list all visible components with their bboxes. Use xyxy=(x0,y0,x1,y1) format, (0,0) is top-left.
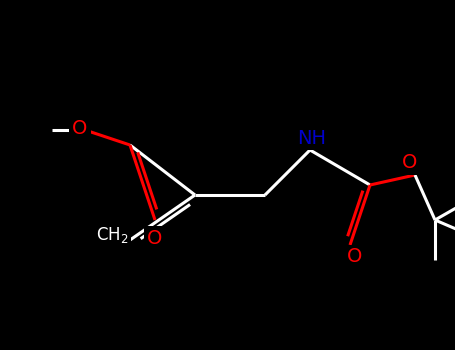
Text: O: O xyxy=(147,229,163,247)
Text: CH$_2$: CH$_2$ xyxy=(96,225,128,245)
Text: O: O xyxy=(72,119,88,138)
Text: O: O xyxy=(402,154,418,173)
Text: O: O xyxy=(347,247,363,266)
Text: NH: NH xyxy=(298,128,327,147)
